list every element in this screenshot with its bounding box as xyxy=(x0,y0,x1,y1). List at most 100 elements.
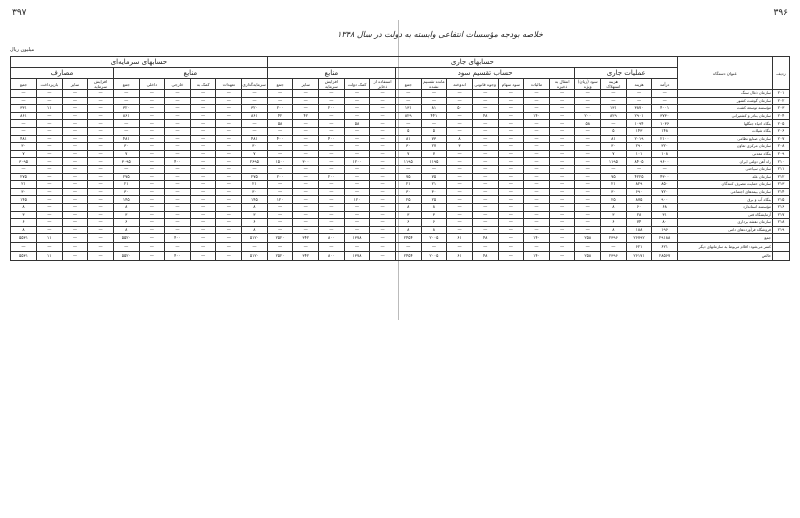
table-cell: — xyxy=(189,218,217,227)
table-cell: ۵۵۳۱ xyxy=(10,251,37,262)
table-cell: — xyxy=(625,164,653,174)
table-cell: — xyxy=(292,210,320,220)
table-cell: — xyxy=(548,164,576,174)
table-cell: — xyxy=(369,195,396,204)
table-cell: — xyxy=(215,180,243,189)
table-cell: ۸ xyxy=(600,225,627,235)
table-cell: — xyxy=(343,164,371,174)
table-cell: — xyxy=(600,96,627,106)
table-cell: ۴۰۰ xyxy=(318,134,345,144)
table-cell: — xyxy=(87,202,114,212)
table-cell: — xyxy=(446,218,473,227)
table-cell: — xyxy=(10,126,37,136)
table-cell: — xyxy=(241,89,268,98)
table-cell: ۷۵ xyxy=(420,172,448,182)
table-cell: ۶ xyxy=(112,218,140,227)
table-cell: — xyxy=(87,225,114,235)
table-cell: — xyxy=(343,111,371,121)
table-cell: — xyxy=(164,149,191,159)
table-cell: ۲۸۵۶۷ xyxy=(651,251,678,262)
table-cell: ۷ xyxy=(241,149,268,159)
table-cell: ۶ xyxy=(394,218,422,227)
table-cell: — xyxy=(574,149,602,159)
table-cell: — xyxy=(446,96,473,106)
table-cell: ۵۵۲۰ xyxy=(112,233,140,244)
table-cell: — xyxy=(112,96,140,106)
table-cell: ۸۲۹ xyxy=(394,111,422,121)
row-number: ۲۰۲ xyxy=(772,96,790,106)
table-cell: — xyxy=(523,195,550,204)
table-cell: ۲۱ xyxy=(394,180,422,189)
table-cell: — xyxy=(292,104,320,113)
table-cell: — xyxy=(497,187,525,197)
table-cell: — xyxy=(369,242,396,253)
table-cell: — xyxy=(138,218,166,227)
table-cell: — xyxy=(61,251,89,262)
table-cell: — xyxy=(164,134,191,144)
table-cell: — xyxy=(523,134,550,144)
table-cell: ۶ xyxy=(420,218,448,227)
table-cell: — xyxy=(292,142,320,151)
table-cell: ۱۳۷۸ xyxy=(343,233,371,244)
table-cell: — xyxy=(87,89,114,98)
table-cell: ۲۱ xyxy=(112,180,140,189)
table-cell: — xyxy=(87,149,114,159)
table-cell: — xyxy=(446,187,473,197)
table-cell: — xyxy=(471,157,499,166)
group-capital: حسابهای سرمایه‌ای xyxy=(10,56,268,68)
total-row: جمع ۲۹۱۸۸ ۲۶۷۹۲ ۲۳۹۶ ۲۵۸—۱۴۰—۴۸ ۶۱ ۲۰۰۵ ۲۴۵۴—۱۳… xyxy=(10,233,790,244)
table-cell: — xyxy=(138,149,166,159)
table-cell: ۴۰۰ xyxy=(164,251,191,262)
table-cell: — xyxy=(497,202,525,212)
table-cell: — xyxy=(164,164,191,174)
table-cell: — xyxy=(446,126,473,136)
table-cell: ۳ xyxy=(10,210,37,220)
table-cell: ۴۸۱ xyxy=(241,134,268,144)
table-cell: — xyxy=(189,187,217,197)
table-cell: — xyxy=(548,126,576,136)
column-header: جمع xyxy=(112,78,140,90)
table-cell: — xyxy=(35,210,63,220)
table-cell: — xyxy=(164,89,191,98)
table-cell: — xyxy=(497,210,525,220)
table-cell: — xyxy=(138,242,166,253)
table-cell: — xyxy=(523,119,550,128)
agency-name: راه آهن دولتی ایران xyxy=(677,157,773,166)
agency-name: سازمان نقشه برداری xyxy=(677,218,773,227)
table-row: ۲۰۸ سازمان مرکزی تعاون ۳۲۰ ۲۹۰ ۳۰— — — — —۳ ۲۷ ۳۰—… xyxy=(10,142,790,151)
table-cell: — xyxy=(87,195,114,204)
table-cell: — xyxy=(446,195,473,204)
table-cell: — xyxy=(189,111,217,121)
table-cell: — xyxy=(10,89,37,98)
table-cell: — xyxy=(651,96,678,106)
table-row: ۲۰۴ سازمان بنادر و کشتیرانی ۳۷۳۰ ۲۹۰۱ ۸۲۹ ۲۰۰… xyxy=(10,111,790,121)
row-number: ۲۱۴ xyxy=(772,187,790,197)
table-cell: ۴۰۰ xyxy=(266,134,294,144)
table-cell: — xyxy=(215,119,243,128)
table-cell: ۳۰ xyxy=(10,187,37,197)
table-cell: — xyxy=(35,242,63,253)
row-number xyxy=(772,251,790,262)
table-cell: — xyxy=(523,96,550,106)
table-cell: — xyxy=(548,187,576,197)
table-cell: ۴۸ xyxy=(471,111,499,121)
table-cell: ۴۸۱ xyxy=(112,134,140,144)
table-cell: ۴۴۱ xyxy=(420,111,448,121)
table-cell: — xyxy=(164,126,191,136)
table-cell: ۷۵ xyxy=(394,172,422,182)
table-cell: — xyxy=(61,180,89,189)
table-cell: — xyxy=(292,218,320,227)
table-cell: — xyxy=(215,157,243,166)
table-cell: ۵ xyxy=(600,126,627,136)
table-cell: — xyxy=(369,202,396,212)
table-cell: — xyxy=(266,142,294,151)
table-cell: — xyxy=(138,164,166,174)
table-cell: — xyxy=(497,180,525,189)
table-cell: — xyxy=(420,164,448,174)
table-cell: — xyxy=(138,180,166,189)
table-cell: — xyxy=(35,157,63,166)
table-cell: — xyxy=(87,242,114,253)
page-title: خلاصه بودجه مؤسسات انتفاعی وابسته به دول… xyxy=(337,30,543,39)
column-header: کمک به xyxy=(189,78,217,90)
table-cell: ۳ xyxy=(112,210,140,220)
